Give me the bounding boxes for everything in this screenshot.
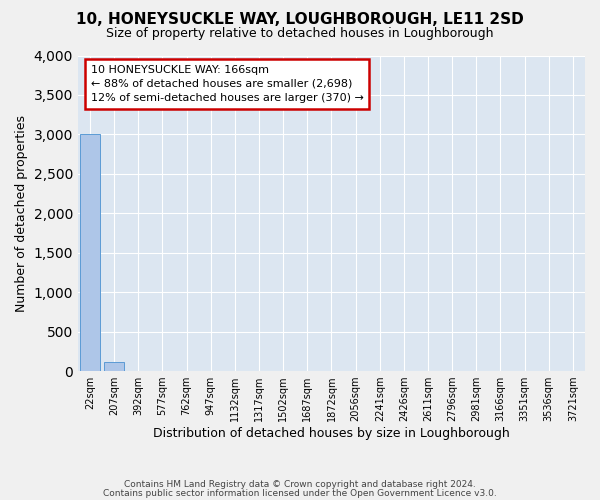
Bar (104, 362, 124, 371)
Text: 10, HONEYSUCKLE WAY, LOUGHBOROUGH, LE11 2SD: 10, HONEYSUCKLE WAY, LOUGHBOROUGH, LE11 … (76, 12, 524, 28)
Bar (80, 134, 100, 371)
Text: 10 HONEYSUCKLE WAY: 166sqm
← 88% of detached houses are smaller (2,698)
12% of s: 10 HONEYSUCKLE WAY: 166sqm ← 88% of deta… (91, 65, 364, 103)
Text: Contains HM Land Registry data © Crown copyright and database right 2024.: Contains HM Land Registry data © Crown c… (124, 480, 476, 489)
Y-axis label: Number of detached properties: Number of detached properties (15, 115, 28, 312)
X-axis label: Distribution of detached houses by size in Loughborough: Distribution of detached houses by size … (153, 427, 510, 440)
Text: Size of property relative to detached houses in Loughborough: Size of property relative to detached ho… (106, 28, 494, 40)
Text: Contains public sector information licensed under the Open Government Licence v3: Contains public sector information licen… (103, 490, 497, 498)
